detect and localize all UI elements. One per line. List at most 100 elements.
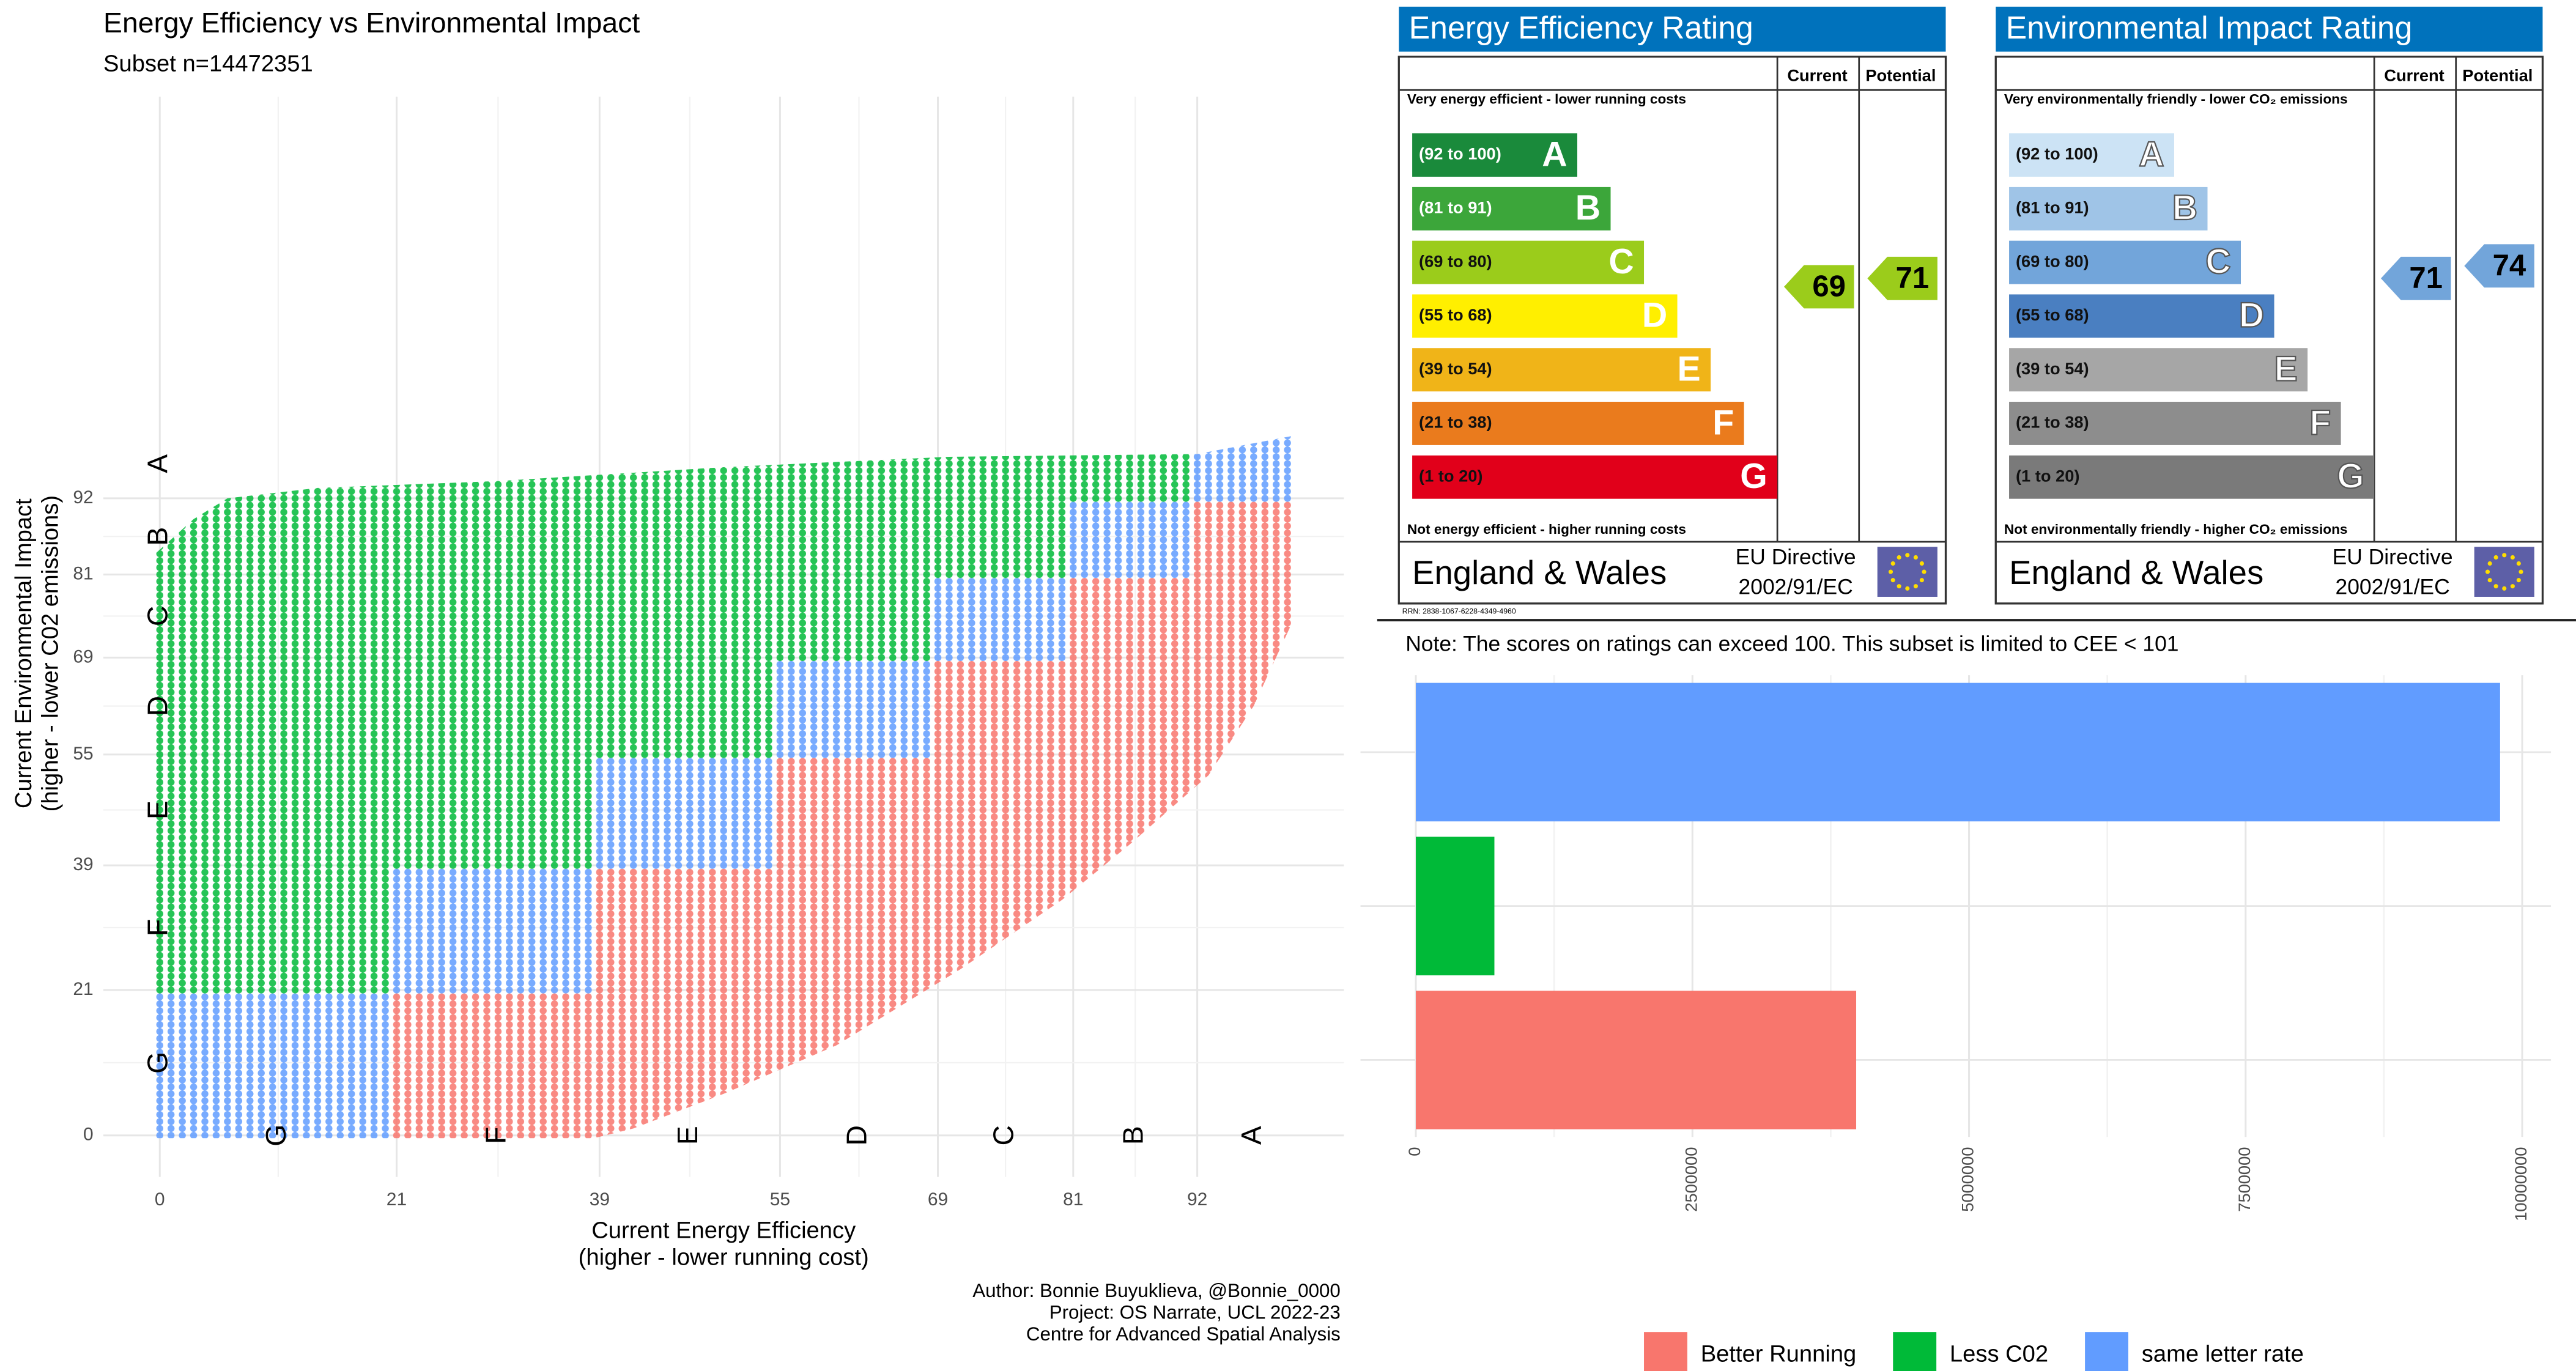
bottom-note: Not environmentally friendly - higher CO… [2004,522,2348,537]
x-tick-label: 10000000 [2511,1147,2530,1221]
band-range: (21 to 38) [2016,413,2089,432]
flag-star [2493,555,2498,560]
x-axis-label: Current Energy Efficiency [591,1218,856,1244]
flag-star [1913,584,1918,589]
legend-label: Less C02 [1950,1340,2048,1367]
rating-band [1412,294,1678,338]
flag-star [2510,555,2515,560]
band-range: (69 to 80) [2016,251,2089,270]
x-tick-label: 7500000 [2235,1147,2254,1212]
band-range: (1 to 20) [1419,466,1482,485]
band-region [774,993,933,1139]
column-header: Current [1787,66,1847,85]
x-tick-label: 0 [1405,1147,1424,1156]
band-region [774,661,933,758]
rating-arrow [2464,244,2534,288]
rating-value: 69 [1812,270,1846,303]
y-axis-label: (higher - lower C02 emissions) [37,495,64,811]
flag-star [1922,569,1926,574]
band-letter: D [2239,296,2264,335]
credit: Author: Bonnie Buyuklieva, @Bonnie_0000 [972,1280,1341,1301]
legend-label: same letter rate [2142,1340,2304,1367]
band-region [1067,501,1192,578]
x-tick-label: 21 [387,1189,407,1210]
band-letter: G [1740,457,1767,496]
band-region [391,435,594,502]
flag-star [1888,569,1893,574]
band-region [391,758,594,869]
flag-star [2493,584,2498,589]
band-letter: E [141,800,173,819]
band-region [155,993,391,1139]
legend-label: Better Running [1701,1340,1857,1367]
rating-value: 74 [2493,249,2526,283]
flag-star [1905,586,1910,591]
top-note: Very environmentally friendly - lower CO… [2004,92,2348,107]
band-letter: F [1712,403,1734,442]
band-region [932,435,1068,502]
band-letter: F [141,919,173,936]
band-region [155,758,391,869]
band-letter: G [141,1052,173,1074]
band-letter: C [141,606,173,626]
band-region [391,578,594,662]
band-letter: C [2205,242,2230,281]
band-letter: B [141,527,173,546]
bar [1416,682,2500,822]
band-region [932,758,1068,869]
band-letter: E [1678,350,1701,389]
rating-arrow [1867,256,1938,300]
band-region [594,758,775,869]
band-letter: A [141,454,173,473]
bar [1416,991,1857,1129]
bottom-note: Not energy efficient - higher running co… [1407,522,1686,537]
chart-title: Energy Efficiency vs Environmental Impac… [103,7,640,39]
band-region [594,435,775,502]
rating-band [1412,133,1577,177]
rating-band [2009,187,2208,231]
column-header: Potential [1865,66,1936,85]
x-tick-label: 0 [155,1189,165,1210]
band-region [932,501,1068,578]
rating-band [2009,294,2274,338]
x-tick-label: 5000000 [1958,1147,1977,1212]
flag-star [1905,553,1910,558]
band-range: (39 to 54) [1419,359,1492,378]
panel-title: Environmental Impact Rating [2006,10,2413,45]
y-axis-label: Current Environmental Impact [10,498,37,808]
x-tick-label: 81 [1063,1189,1083,1210]
band-region [1067,578,1192,662]
band-range: (55 to 68) [1419,305,1492,324]
y-tick-label: 81 [73,563,93,583]
band-region [1191,661,1292,758]
band-range: (92 to 100) [1419,144,1501,163]
legend-key [2085,1332,2128,1371]
band-region [155,435,391,502]
band-letter: F [480,1127,512,1144]
band-range: (39 to 54) [2016,359,2089,378]
band-region [155,661,391,758]
rating-arrow [2381,256,2451,300]
band-letter: A [2139,135,2164,174]
band-region [594,661,775,758]
rating-arrow [1784,265,1854,309]
band-region [594,993,775,1139]
flag-star [2519,569,2523,574]
band-letter: C [1608,242,1634,281]
band-region [594,868,775,994]
band-region [155,501,391,578]
rating-band [2009,240,2241,284]
credit: Centre for Advanced Spatial Analysis [1026,1323,1341,1345]
band-region [932,578,1068,662]
panel-frame [1994,56,2544,605]
rating-value: 71 [2409,262,2443,295]
rating-band [1412,187,1611,231]
band-range: (92 to 100) [2016,144,2098,163]
y-tick-label: 55 [73,744,93,764]
band-range: (1 to 20) [2016,466,2079,485]
y-tick-label: 92 [73,487,93,508]
band-range: (69 to 80) [1419,251,1492,270]
band-region [774,435,933,502]
